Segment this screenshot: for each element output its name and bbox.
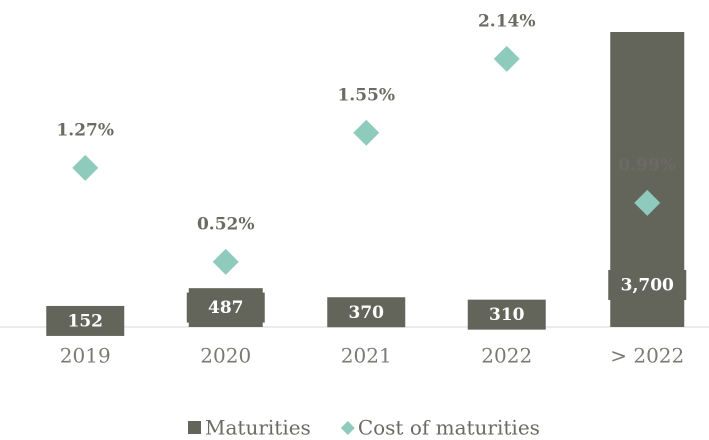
legend-swatch <box>340 421 355 435</box>
bar-label: 370 <box>349 303 385 323</box>
x-tick-label: > 2022 <box>610 344 684 368</box>
diamond-marker <box>634 189 661 216</box>
bar-label-box <box>46 305 125 336</box>
bar-label-box <box>327 297 406 328</box>
x-tick-label: 2021 <box>341 344 392 368</box>
diamond-marker <box>353 119 380 146</box>
x-tick-label: 2020 <box>200 344 251 368</box>
bar-label-box <box>186 292 265 323</box>
point-label: 1.55% <box>337 85 395 105</box>
bar-label: 152 <box>68 311 104 331</box>
legend-swatch <box>188 421 201 434</box>
bar-label-box <box>467 299 546 330</box>
diamond-marker <box>72 154 99 181</box>
bar-label: 3,700 <box>621 276 674 296</box>
legend-label: Cost of maturities <box>358 416 540 440</box>
point-label: 1.27% <box>56 120 114 140</box>
bar-label: 310 <box>489 305 525 325</box>
diamond-marker <box>212 248 239 275</box>
bar-label-box <box>608 270 687 300</box>
point-label: 0.99% <box>618 155 676 175</box>
point-label: 2.14% <box>478 11 536 31</box>
x-tick-label: 2019 <box>60 344 111 368</box>
diamond-marker <box>493 45 520 72</box>
legend-label: Maturities <box>205 416 311 440</box>
x-tick-label: 2022 <box>481 344 532 368</box>
point-label: 0.52% <box>197 214 255 234</box>
bar-label: 487 <box>208 298 244 318</box>
